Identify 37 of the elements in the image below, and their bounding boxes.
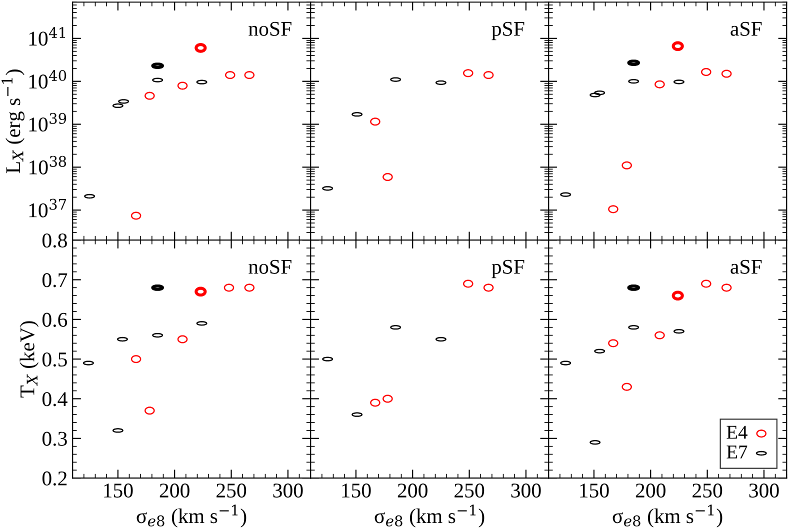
legend-label: E4 [726, 426, 748, 439]
y-tick-label: 0.8 [42, 233, 67, 248]
annotation: aSF [730, 260, 762, 274]
y-tick-label: 10$^{41}$ [29, 27, 66, 46]
x-tick-label: 250 [692, 484, 722, 498]
x-tick-label: 300 [273, 484, 303, 498]
annotation: pSF [492, 22, 524, 40]
x-tick-label: 250 [216, 484, 246, 498]
x-tick-label: 300 [511, 484, 541, 498]
annotation: noSF [248, 22, 292, 36]
x-tick-label: 250 [454, 484, 484, 498]
y-tick-label: 0.5 [42, 352, 67, 367]
y-tick-label: 0.4 [42, 392, 68, 406]
x-tick-label: 300 [749, 484, 779, 498]
y-tick-label: 0.7 [42, 273, 68, 288]
y-tick-label: 0.6 [42, 312, 68, 327]
x-axis-title: σ$_{e8}$ (km s$^{−1}$) [612, 504, 722, 528]
y-axis-title: T$_{X}$ (keV) [20, 321, 39, 398]
y-tick-label: 10$^{39}$ [29, 112, 66, 132]
annotation: pSF [492, 260, 524, 278]
y-tick-label: 0.3 [42, 432, 67, 446]
x-tick-label: 150 [104, 484, 133, 498]
x-tick-label: 150 [580, 484, 609, 498]
legend-label: E7 [726, 446, 748, 458]
x-axis-title: σ$_{e8}$ (km s$^{−1}$) [136, 504, 246, 528]
y-tick-label: 10$^{40}$ [29, 70, 66, 89]
y-tick-label: 0.2 [42, 471, 67, 486]
y-tick-label: 10$^{38}$ [30, 156, 66, 174]
annotation: aSF [730, 22, 762, 36]
x-tick-label: 150 [342, 484, 371, 498]
y-tick-label: 10$^{37}$ [29, 198, 66, 218]
y-axis-title: L$_{X}$ (erg s$^{−1}$) [2, 70, 25, 174]
x-tick-label: 200 [160, 484, 190, 498]
x-tick-label: 200 [636, 484, 666, 498]
x-axis-title: σ$_{e8}$ (km s$^{−1}$) [374, 504, 484, 528]
x-tick-label: 200 [398, 484, 428, 498]
annotation: noSF [248, 260, 292, 274]
